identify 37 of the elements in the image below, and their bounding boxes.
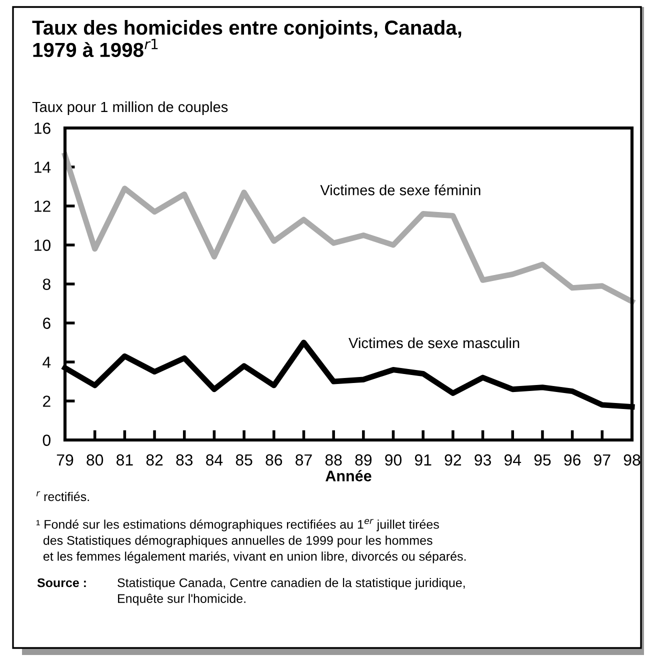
x-tick-label: 95	[534, 454, 551, 466]
y-tick-label: 0	[42, 434, 50, 446]
chart-title: Taux des homicides entre conjoints, Canada, 1979 à 1998$^{r1}$	[32, 20, 462, 58]
y-tick-label: 12	[34, 200, 50, 212]
x-tick-label: 85	[236, 454, 252, 466]
y-tick-label: 16	[34, 122, 50, 134]
x-tick-label: 91	[414, 454, 432, 466]
y-tick-label: 14	[34, 162, 51, 173]
x-tick-label: 92	[444, 454, 462, 466]
y-tick-label: 8	[42, 278, 50, 290]
x-tick-label: 96	[564, 454, 580, 466]
text: $^{r}$ rectifiés.	[36, 491, 89, 502]
y-tick-label: 2	[43, 396, 50, 407]
x-tick-label: 82	[146, 454, 163, 466]
x-tick-label: 80	[86, 454, 104, 466]
x-tick-label: 87	[296, 454, 312, 466]
x-tick-label: 84	[206, 454, 223, 466]
y-tick-label: 4	[42, 356, 51, 368]
x-tick-label: 97	[594, 454, 610, 466]
source-note: Source :	[37, 578, 86, 588]
y-tick-label: 10	[34, 240, 50, 251]
x-tick-label: 93	[474, 454, 491, 466]
text: Victimes de sexe féminin	[320, 184, 480, 196]
text: Victimes de sexe masculin	[348, 337, 520, 348]
x-tick-label: 94	[504, 454, 522, 466]
y-axis-title: Taux pour 1 million de couples	[32, 101, 228, 115]
x-tick-label: 88	[325, 454, 342, 466]
text: ¹ Fondé sur les estimations démographiques rectifiées au 1$^{er}$ juillet tirées des Statistiques démographiques annuelles de 1999 pour les hommes et les femmes légalement mariés, vivant en union libre, divorcés ou séparés.	[36, 519, 466, 564]
x-tick-label: 81	[116, 454, 133, 466]
x-tick-label: 83	[176, 454, 193, 466]
x-tick-label: 79	[56, 454, 74, 466]
y-tick-label: 6	[43, 318, 50, 329]
x-tick-label: 90	[385, 454, 402, 466]
x-tick-label: 89	[355, 454, 372, 466]
text: Statistique Canada, Centre canadien de la statistique juridique, Enquête sur l'homicide.	[118, 578, 465, 606]
x-axis-title: Année	[326, 470, 372, 482]
x-tick-label: 86	[266, 454, 282, 466]
